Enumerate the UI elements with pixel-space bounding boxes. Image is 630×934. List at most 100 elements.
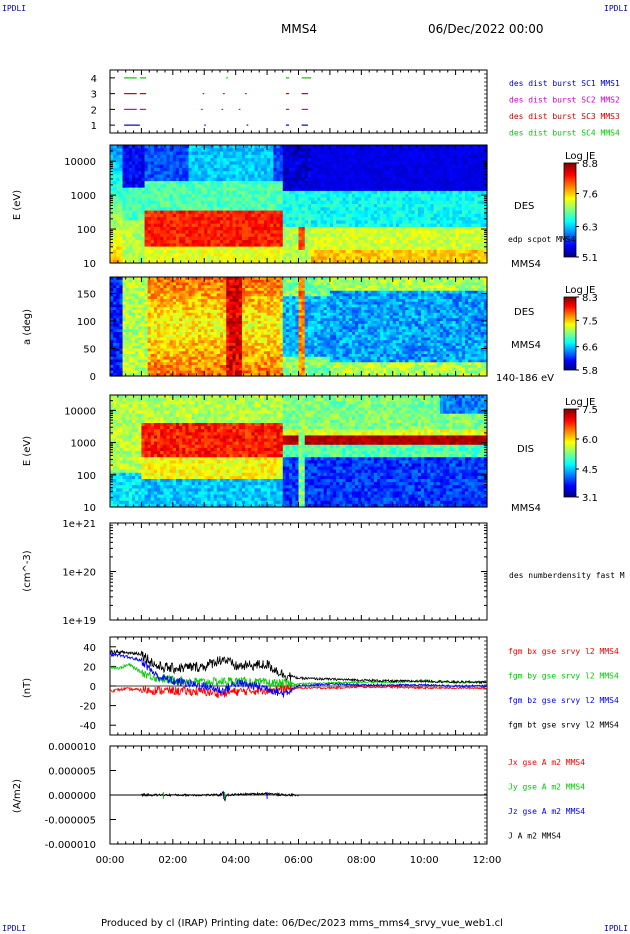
des-energy-cell bbox=[194, 181, 199, 185]
des-energy-cell bbox=[314, 167, 318, 172]
des-energy-cell bbox=[188, 197, 193, 202]
des-energy-cell bbox=[399, 217, 403, 221]
des-energy-cell bbox=[339, 256, 344, 261]
des-energy-cell bbox=[201, 246, 205, 251]
des-energy-cell bbox=[443, 213, 447, 218]
des-energy-cell bbox=[223, 184, 227, 189]
des-energy-cell bbox=[188, 171, 193, 176]
des-energy-cell bbox=[182, 249, 186, 254]
des-energy-cell bbox=[157, 197, 161, 202]
des-energy-cell bbox=[433, 233, 438, 238]
des-energy-cell bbox=[138, 230, 143, 235]
des-energy-cell bbox=[383, 226, 388, 231]
des-energy-cell bbox=[326, 177, 331, 182]
des-energy-cell bbox=[285, 200, 290, 205]
des-energy-cell bbox=[367, 220, 372, 225]
des-energy-cell bbox=[163, 226, 168, 231]
des-energy-cell bbox=[163, 230, 168, 235]
des-energy-cell bbox=[131, 161, 136, 166]
des-energy-cell bbox=[197, 243, 202, 248]
des-energy-cell bbox=[223, 181, 227, 185]
des-energy-cell bbox=[267, 207, 271, 212]
des-energy-cell bbox=[141, 164, 146, 169]
des-energy-cell bbox=[113, 217, 117, 221]
des-energy-cell bbox=[163, 194, 168, 199]
des-energy-cell bbox=[160, 145, 165, 149]
des-energy-cell bbox=[380, 230, 384, 235]
des-energy-cell bbox=[339, 240, 344, 244]
des-energy-cell bbox=[131, 167, 136, 172]
des-energy-cell bbox=[113, 164, 117, 169]
des-energy-cell bbox=[175, 190, 180, 195]
des-energy-cell bbox=[411, 210, 416, 215]
des-energy-cell bbox=[367, 240, 372, 244]
des-energy-cell bbox=[380, 217, 384, 221]
des-energy-cell bbox=[314, 190, 318, 195]
des-energy-cell bbox=[201, 158, 205, 162]
des-energy-cell bbox=[160, 158, 165, 162]
des-energy-cell bbox=[147, 204, 152, 208]
des-energy-cell bbox=[345, 194, 350, 199]
des-energy-cell bbox=[421, 223, 425, 228]
des-energy-cell bbox=[380, 187, 384, 192]
des-energy-cell bbox=[166, 246, 171, 251]
des-energy-cell bbox=[292, 184, 296, 189]
des-energy-cell bbox=[443, 240, 447, 244]
des-energy-cell bbox=[304, 148, 309, 153]
des-energy-cell bbox=[194, 177, 199, 182]
des-energy-cell bbox=[326, 243, 331, 248]
des-energy-cell bbox=[373, 158, 378, 162]
des-energy-cell bbox=[160, 253, 165, 258]
des-energy-cell bbox=[223, 240, 227, 244]
des-energy-cell bbox=[172, 243, 177, 248]
des-energy-cell bbox=[399, 197, 403, 202]
des-energy-cell bbox=[380, 246, 384, 251]
des-energy-cell bbox=[226, 204, 230, 208]
des-energy-cell bbox=[201, 154, 205, 159]
des-energy-cell bbox=[119, 145, 124, 149]
des-energy-cell bbox=[348, 210, 353, 215]
des-energy-cell bbox=[289, 194, 293, 199]
des-energy-cell bbox=[135, 213, 139, 218]
des-energy-cell bbox=[323, 249, 328, 254]
des-energy-cell bbox=[307, 256, 312, 261]
des-energy-cell bbox=[172, 217, 177, 221]
des-energy-cell bbox=[439, 230, 444, 235]
des-energy-cell bbox=[276, 187, 281, 192]
des-energy-cell bbox=[439, 236, 444, 241]
des-energy-cell bbox=[144, 194, 149, 199]
des-energy-cell bbox=[166, 204, 171, 208]
des-energy-cell bbox=[226, 230, 230, 235]
des-energy-cell bbox=[333, 207, 337, 212]
des-energy-cell bbox=[235, 177, 240, 182]
des-energy-cell bbox=[380, 177, 384, 182]
des-energy-cell bbox=[113, 167, 117, 172]
des-energy-cell bbox=[248, 184, 252, 189]
des-energy-cell bbox=[135, 151, 139, 156]
des-energy-cell bbox=[392, 246, 397, 251]
des-energy-cell bbox=[175, 154, 180, 159]
des-energy-cell bbox=[314, 145, 318, 149]
des-energy-cell bbox=[311, 256, 315, 261]
des-energy-cell bbox=[430, 253, 435, 258]
des-energy-cell bbox=[179, 230, 183, 235]
des-energy-cell bbox=[424, 226, 428, 231]
des-energy-cell bbox=[301, 154, 306, 159]
des-energy-cell bbox=[399, 240, 403, 244]
des-energy-cell bbox=[257, 161, 262, 166]
des-energy-cell bbox=[345, 236, 350, 241]
des-energy-cell bbox=[238, 256, 243, 261]
des-energy-cell bbox=[443, 217, 447, 221]
des-energy-cell bbox=[320, 249, 325, 254]
des-energy-cell bbox=[219, 190, 224, 195]
des-energy-cell bbox=[405, 210, 410, 215]
des-energy-cell bbox=[210, 240, 215, 244]
des-energy-cell bbox=[355, 194, 359, 199]
des-energy-cell bbox=[125, 187, 130, 192]
des-energy-cell bbox=[301, 207, 306, 212]
des-energy-cell bbox=[358, 154, 362, 159]
des-energy-cell bbox=[201, 253, 205, 258]
des-energy-cell bbox=[355, 167, 359, 172]
des-energy-cell bbox=[150, 177, 155, 182]
des-energy-cell bbox=[122, 197, 127, 202]
